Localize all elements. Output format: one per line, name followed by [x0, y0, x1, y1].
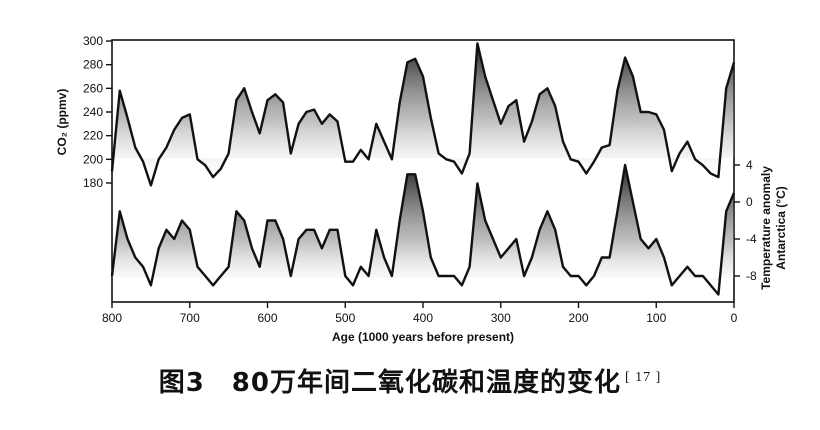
right-axis-title-line2: Antarctica (°C): [774, 186, 788, 269]
left-tick-label: 260: [83, 81, 103, 95]
left-axis-title: CO₂ (ppmv): [55, 89, 69, 156]
co2-series-line: [110, 42, 736, 187]
right-tick-label: -8: [746, 269, 757, 283]
x-tick-label: 700: [180, 311, 200, 325]
right-tick-label: -4: [746, 232, 757, 246]
temp-fill-group: [112, 165, 734, 295]
x-tick-label: 600: [257, 311, 277, 325]
figure-caption: 图3 80万年间二氧化碳和温度的变化[ 17 ]: [0, 362, 820, 399]
x-tick-label: 0: [731, 311, 738, 325]
right-axis-title-line1: Temperature anomaly: [759, 166, 773, 290]
right-y-axis: 4 0 -4 -8: [734, 158, 757, 283]
x-tick-label: 300: [491, 311, 511, 325]
left-tick-label: 300: [83, 34, 103, 48]
x-axis-title: Age (1000 years before present): [332, 330, 514, 344]
right-tick-label: 4: [746, 158, 753, 172]
caption-reference: [ 17 ]: [624, 370, 662, 386]
temperature-series-area: [112, 165, 734, 295]
x-tick-label: 200: [568, 311, 588, 325]
caption-text: 图3 80万年间二氧化碳和温度的变化: [158, 368, 621, 398]
right-axis-title: Temperature anomaly Antarctica (°C): [759, 166, 788, 290]
left-tick-label: 180: [83, 176, 103, 190]
left-tick-label: 200: [83, 152, 103, 166]
left-y-axis: 180 200 220 240 260 280 300: [83, 34, 112, 190]
left-tick-label: 240: [83, 105, 103, 119]
x-tick-label: 100: [646, 311, 666, 325]
series-group: [110, 42, 736, 296]
left-tick-label: 280: [83, 58, 103, 72]
x-tick-label: 400: [413, 311, 433, 325]
x-tick-label: 800: [102, 311, 122, 325]
left-tick-label: 220: [83, 129, 103, 143]
x-tick-label: 500: [335, 311, 355, 325]
co2-series-area: [112, 43, 734, 186]
co2-fill-group: [112, 43, 734, 186]
right-tick-label: 0: [746, 195, 753, 209]
x-axis: 800 700 600 500 400 300 200 100 0: [102, 302, 738, 325]
chart: 800 700 600 500 400 300 200 100 0 180 200 220 240 26…: [55, 34, 788, 344]
temperature-series-line: [110, 163, 736, 296]
